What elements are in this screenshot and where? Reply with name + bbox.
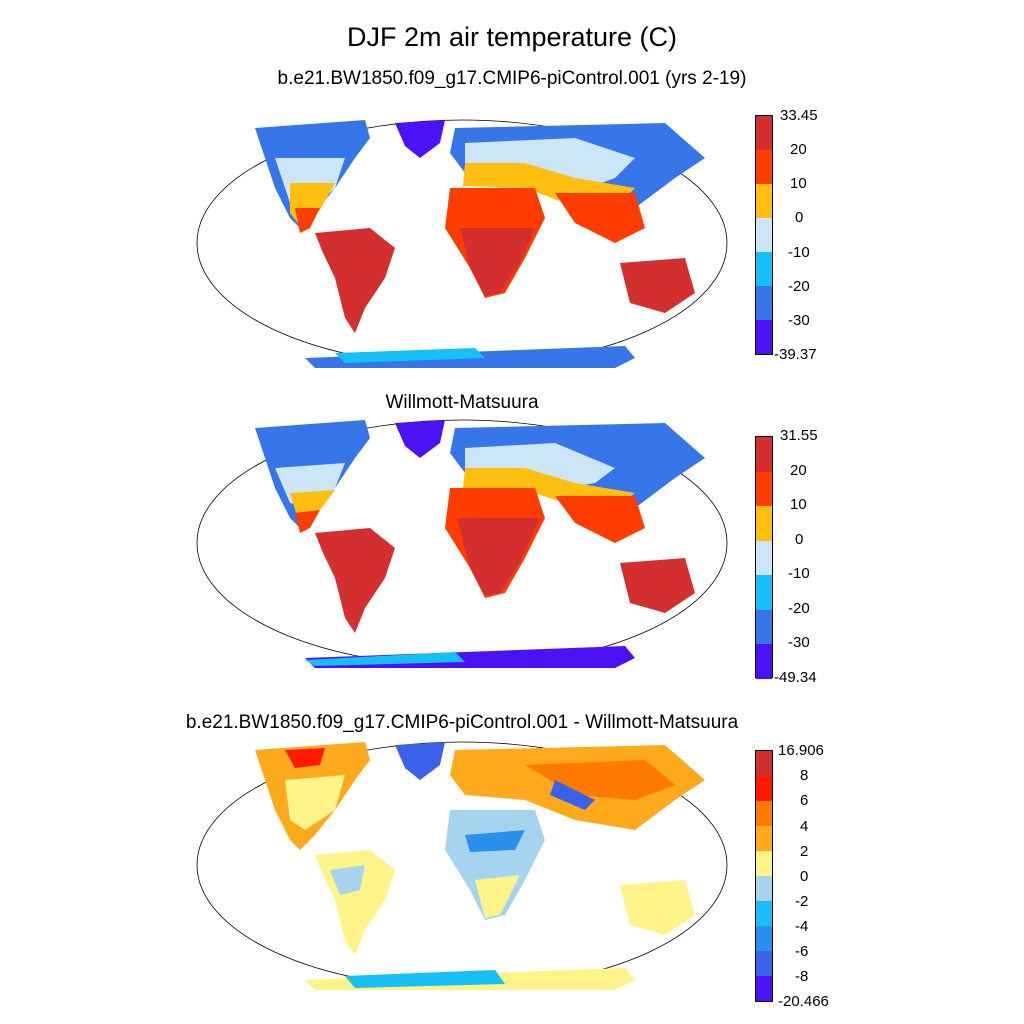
panel-3-cbar-tick: 4 xyxy=(800,818,809,835)
panel-2-cbar-tick: 0 xyxy=(795,531,804,548)
panel-2-cbar-tick: -20 xyxy=(788,600,810,617)
panel-3-cbar-tick: 8 xyxy=(800,767,809,784)
panel-1-colorbar xyxy=(755,115,773,355)
panel-1-cbar-tick: 20 xyxy=(790,141,807,158)
panel-2-cbar-tick: 20 xyxy=(790,462,807,479)
panel-2-cbar-tick: 10 xyxy=(790,496,807,513)
panel-2-subtitle: Willmott-Matsuura xyxy=(385,392,539,413)
panel-3-cbar-tick: -8 xyxy=(795,968,809,985)
panel-1-subtitle: b.e21.BW1850.f09_g17.CMIP6-piControl.001… xyxy=(277,68,747,89)
panel-3-cbar-tick: 6 xyxy=(800,792,809,809)
panel-2-colorbar xyxy=(755,436,773,679)
figure-title: DJF 2m air temperature (C) xyxy=(346,22,678,52)
panel-1-cbar-tick: -20 xyxy=(788,278,810,295)
panel-2-map xyxy=(196,419,728,668)
panel-1-cbar-tick: 0 xyxy=(795,209,804,226)
australia-land xyxy=(620,258,695,313)
greenland-land xyxy=(395,120,445,158)
panel-3-cbar-max: 16.906 xyxy=(778,742,824,759)
panel-3-cbar-tick: -2 xyxy=(795,893,809,910)
panel-1-cbar-min: -39.37 xyxy=(774,346,817,363)
south-america-land xyxy=(315,228,395,333)
panel-3-cbar-tick: -6 xyxy=(795,943,809,960)
panel-1-cbar-max: 33.45 xyxy=(780,107,818,124)
panel-3-colorbar xyxy=(755,750,773,1002)
panel-2-cbar-max: 31.55 xyxy=(780,427,818,444)
panel-2-cbar-min: -49.34 xyxy=(774,669,817,686)
panel-2-cbar-tick: -30 xyxy=(788,634,810,651)
panel-3-cbar-tick: 0 xyxy=(800,868,809,885)
panel-3-map xyxy=(196,741,728,990)
panel-3-subtitle: b.e21.BW1850.f09_g17.CMIP6-piControl.001… xyxy=(185,712,739,733)
panel-1-cbar-tick: -10 xyxy=(788,244,810,261)
panel-1-map xyxy=(196,119,728,368)
panel-2-cbar-tick: -10 xyxy=(788,565,810,582)
panel-3-cbar-tick: 2 xyxy=(800,843,809,860)
panel-3-cbar-min: -20.466 xyxy=(778,993,829,1010)
panel-1-cbar-tick: -30 xyxy=(788,312,810,329)
panel-1-cbar-tick: 10 xyxy=(790,175,807,192)
panel-3-cbar-tick: -4 xyxy=(795,918,809,935)
